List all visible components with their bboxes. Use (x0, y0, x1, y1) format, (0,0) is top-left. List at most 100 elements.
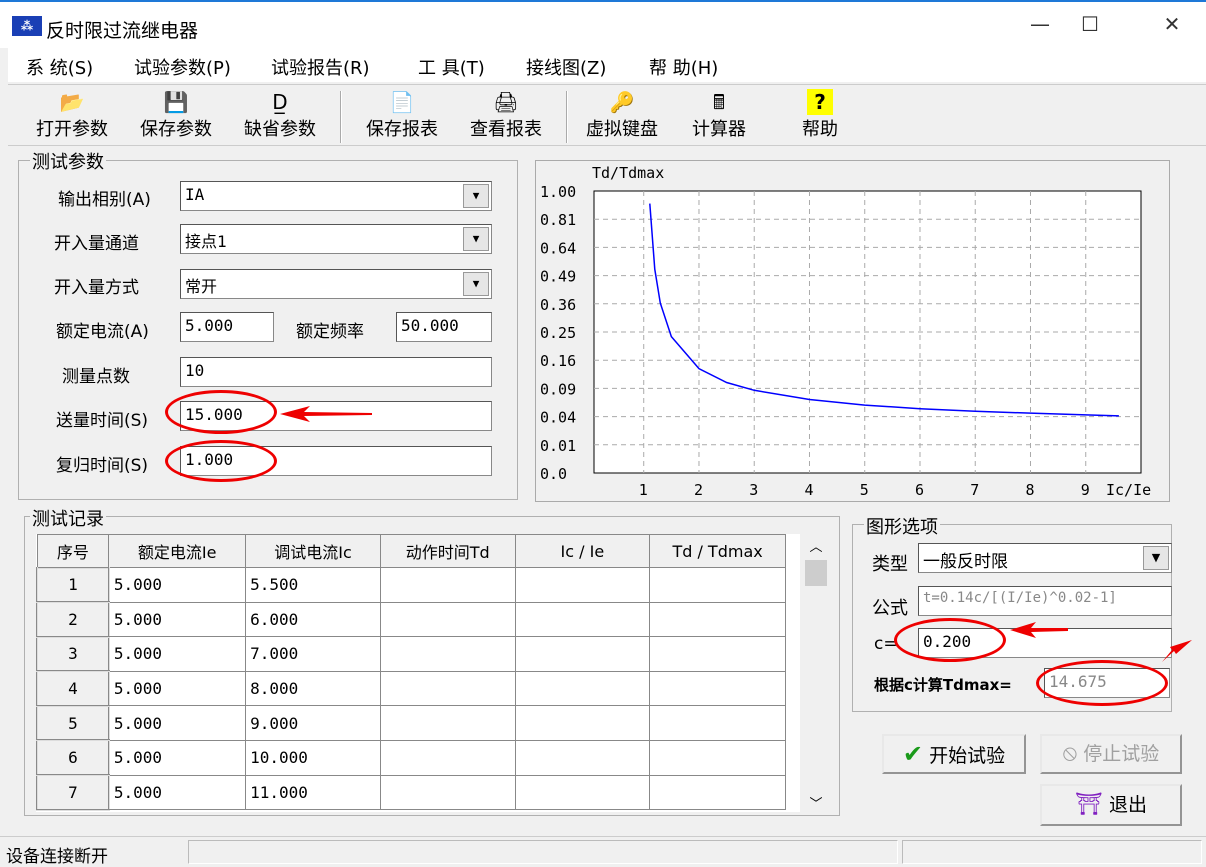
x-tick-label: 4 (804, 481, 813, 499)
points-input[interactable]: 10 (180, 357, 492, 387)
view-report-button[interactable]: 🖨 查看报表 (462, 89, 550, 141)
button-label: 保存参数 (140, 119, 212, 140)
table-row[interactable]: 1 5.000 5.500 (36, 566, 786, 604)
table-cell[interactable] (379, 705, 516, 741)
column-header[interactable]: 调试电流Ic (245, 534, 381, 568)
type-select[interactable]: 一般反时限 ▼ (918, 543, 1172, 573)
default-params-button[interactable]: D̲ 缺省参数 (236, 89, 324, 141)
table-cell[interactable]: 5.000 (108, 774, 247, 811)
select-value: 常开 (185, 277, 218, 296)
phase-select[interactable]: IA ▼ (180, 181, 492, 211)
floppy-icon: 💾 (163, 90, 189, 114)
table-cell[interactable]: 3 (36, 635, 110, 673)
table-row[interactable]: 3 5.000 7.000 (36, 635, 786, 673)
button-label: 退出 (1108, 794, 1147, 816)
column-header[interactable]: 额定电流Ie (108, 534, 247, 568)
open-params-button[interactable]: 📂 打开参数 (28, 89, 116, 141)
table-cell[interactable] (514, 636, 651, 672)
close-button[interactable]: ✕ (1163, 12, 1181, 36)
table-cell[interactable] (514, 705, 651, 741)
calculator-button[interactable]: 🖩 计算器 (684, 89, 754, 141)
column-header[interactable]: 动作时间Td (379, 534, 516, 568)
table-cell[interactable]: 5.000 (108, 636, 247, 672)
table-cell[interactable] (514, 567, 651, 603)
scroll-down-icon[interactable]: ﹀ (809, 797, 823, 812)
table-cell[interactable]: 9.000 (245, 705, 381, 741)
table-cell[interactable]: 5.000 (108, 567, 247, 603)
minimize-button[interactable]: — (1030, 12, 1050, 36)
table-cell[interactable] (514, 739, 651, 776)
table-cell[interactable]: 6 (36, 739, 110, 777)
table-cell[interactable]: 8.000 (245, 670, 381, 707)
table-row[interactable]: 6 5.000 10.000 (36, 739, 786, 777)
vertical-scrollbar[interactable]: ︿ ﹀ (802, 536, 830, 812)
default-d-icon: D̲ (272, 90, 288, 114)
menu-test-report[interactable]: 试验报告(R) (271, 58, 370, 79)
rated-freq-input[interactable]: 50.000 (396, 312, 492, 342)
chevron-down-icon[interactable]: ▼ (463, 184, 489, 208)
table-cell[interactable] (379, 739, 516, 776)
group-title: 测试参数 (30, 148, 106, 174)
excel-report-icon: 📄 (389, 90, 415, 114)
table-cell[interactable]: 10.000 (245, 739, 381, 776)
y-tick-label: 0.09 (540, 380, 576, 398)
chevron-down-icon[interactable]: ▼ (463, 272, 489, 296)
menu-tools[interactable]: 工 具(T) (418, 58, 485, 79)
table-cell[interactable] (379, 774, 516, 811)
column-header[interactable]: 序号 (36, 534, 110, 568)
table-cell[interactable] (649, 636, 786, 672)
table-cell[interactable] (649, 705, 786, 741)
save-params-button[interactable]: 💾 保存参数 (132, 89, 220, 141)
table-cell[interactable]: 5.500 (245, 567, 381, 603)
table-cell[interactable] (514, 670, 651, 707)
channel-select[interactable]: 接点1 ▼ (180, 224, 492, 254)
table-cell[interactable] (649, 670, 786, 707)
chevron-down-icon[interactable]: ▼ (463, 227, 489, 251)
table-cell[interactable] (649, 739, 786, 776)
table-cell[interactable]: 5.000 (108, 601, 247, 638)
menu-help[interactable]: 帮 助(H) (649, 58, 719, 79)
mode-select[interactable]: 常开 ▼ (180, 269, 492, 299)
column-header[interactable]: Ic / Ie (514, 534, 651, 568)
table-row[interactable]: 5 5.000 9.000 (36, 704, 786, 742)
table-cell[interactable] (649, 601, 786, 638)
menu-wiring[interactable]: 接线图(Z) (526, 58, 607, 79)
menu-system[interactable]: 系 统(S) (26, 58, 94, 79)
table-cell[interactable] (379, 636, 516, 672)
rated-current-input[interactable]: 5.000 (180, 312, 274, 342)
table-cell[interactable] (379, 670, 516, 707)
menu-test-params[interactable]: 试验参数(P) (134, 58, 231, 79)
table-cell[interactable]: 5.000 (108, 705, 247, 741)
scroll-up-icon[interactable]: ︿ (809, 540, 823, 555)
table-cell[interactable]: 5.000 (108, 739, 247, 776)
annotation-arrow (280, 406, 372, 422)
help-button[interactable]: ? 帮助 (796, 89, 844, 141)
table-cell[interactable] (514, 601, 651, 638)
table-cell[interactable] (649, 567, 786, 603)
table-cell[interactable]: 7 (36, 774, 110, 811)
table-cell[interactable] (379, 567, 516, 603)
table-row[interactable]: 4 5.000 8.000 (36, 670, 786, 707)
table-cell[interactable]: 11.000 (245, 774, 381, 811)
group-title: 测试记录 (30, 505, 106, 531)
exit-button[interactable]: ⛩ 退出 (1040, 784, 1182, 826)
save-report-button[interactable]: 📄 保存报表 (358, 89, 446, 141)
scroll-thumb[interactable] (805, 560, 827, 586)
table-row[interactable]: 2 5.000 6.000 (36, 601, 786, 638)
table-cell[interactable]: 5 (36, 704, 110, 742)
table-cell[interactable]: 2 (36, 601, 110, 638)
table-cell[interactable] (514, 774, 651, 811)
maximize-button[interactable]: ☐ (1081, 12, 1099, 36)
table-cell[interactable]: 7.000 (245, 636, 381, 672)
virtual-keyboard-button[interactable]: 🔑 虚拟键盘 (578, 89, 666, 141)
table-cell[interactable] (649, 774, 786, 811)
table-cell[interactable] (379, 601, 516, 638)
table-cell[interactable]: 5.000 (108, 670, 247, 707)
chevron-down-icon[interactable]: ▼ (1143, 546, 1169, 570)
table-cell[interactable]: 6.000 (245, 601, 381, 638)
start-test-button[interactable]: ✔ 开始试验 (882, 734, 1026, 774)
table-cell[interactable]: 1 (36, 566, 110, 604)
table-row[interactable]: 7 5.000 11.000 (36, 774, 786, 811)
table-cell[interactable]: 4 (36, 670, 110, 707)
column-header[interactable]: Td / Tdmax (649, 534, 786, 568)
